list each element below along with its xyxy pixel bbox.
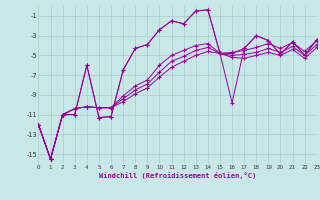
X-axis label: Windchill (Refroidissement éolien,°C): Windchill (Refroidissement éolien,°C) [99,172,256,179]
